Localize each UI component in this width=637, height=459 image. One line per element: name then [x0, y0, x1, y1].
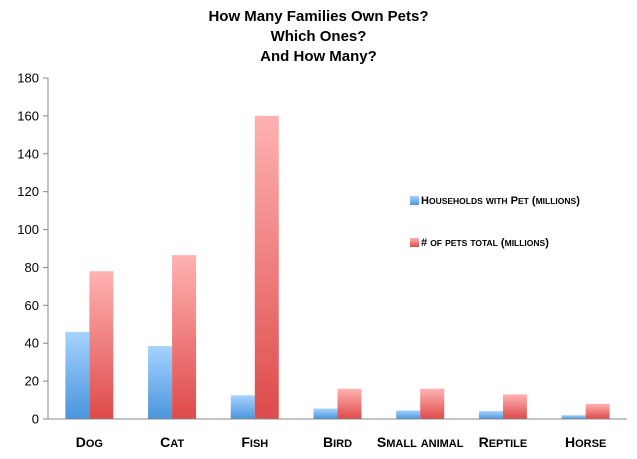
y-tick-label: 140	[17, 146, 39, 161]
legend-label-series-1: HOUSEHOLDS WITH PET (MILLIONS)	[421, 195, 580, 207]
bar-bird-series-2	[337, 388, 362, 419]
x-tick-label-cat: CAT	[160, 434, 184, 450]
y-tick-label: 20	[25, 374, 39, 389]
legend-swatch-series-2	[410, 238, 419, 247]
bar-cat-series-1	[148, 346, 173, 419]
bar-reptile-series-1	[478, 411, 503, 419]
x-tick-label-dog: DOG	[76, 434, 103, 450]
chart-title-line-2: Which Ones?	[270, 28, 367, 45]
y-tick-label: 120	[17, 184, 39, 199]
bar-small-animal-series-1	[396, 410, 421, 419]
y-tick-label: 100	[17, 222, 39, 237]
x-tick-label-horse: HORSE	[565, 434, 606, 450]
bar-bird-series-1	[313, 408, 338, 419]
chart-title-line-1: How Many Families Own Pets?	[208, 8, 429, 25]
x-tick-label-fish: FISH	[241, 434, 268, 450]
x-tick-label-reptile: REPTILE	[479, 434, 528, 450]
bar-dog-series-1	[65, 331, 90, 419]
y-axis: 0 20 40 60 80 100 120 140 160 180	[17, 71, 48, 427]
bar-small-animal-series-2	[420, 388, 445, 419]
bar-fish-series-1	[230, 395, 255, 419]
bar-cat-series-2	[172, 255, 197, 419]
x-tick-label-bird: BIRD	[323, 434, 352, 450]
bar-reptile-series-2	[502, 394, 527, 419]
chart-title: How Many Families Own Pets? Which Ones? …	[0, 7, 637, 67]
y-tick-label: 60	[25, 298, 39, 313]
bar-fish-series-2	[254, 115, 279, 419]
y-tick-label: 80	[25, 260, 39, 275]
bar-horse-series-1	[561, 415, 586, 419]
chart-title-line-3: And How Many?	[260, 48, 377, 65]
bars-layer	[65, 115, 610, 419]
bar-dog-series-2	[89, 271, 114, 419]
legend-label-series-2: # OF PETS TOTAL (MILLIONS)	[421, 237, 549, 249]
bar-horse-series-2	[585, 403, 610, 419]
legend: HOUSEHOLDS WITH PET (MILLIONS) # OF PETS …	[410, 195, 580, 249]
x-tick-label-small-animal: SMALL ANIMAL	[377, 434, 464, 450]
x-axis: DOG CAT FISH BIRD SMALL ANIMAL REPTILE HORSE	[76, 434, 607, 450]
y-tick-label: 180	[17, 71, 39, 86]
legend-swatch-series-1	[410, 196, 419, 205]
y-tick-label: 40	[25, 336, 39, 351]
y-tick-label: 0	[32, 412, 39, 427]
y-tick-label: 160	[17, 108, 39, 123]
